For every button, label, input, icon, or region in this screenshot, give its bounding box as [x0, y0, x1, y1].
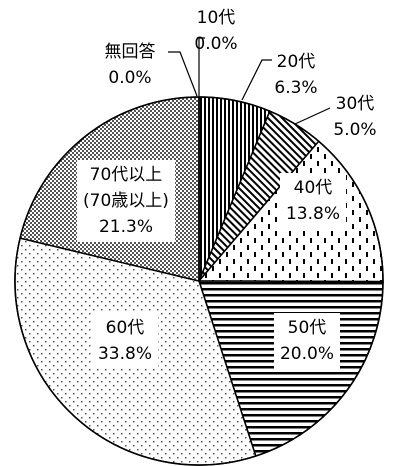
- leader-line: [294, 107, 331, 125]
- slice-label: 無回答 0.0%: [105, 39, 156, 91]
- category-label: 40代: [293, 178, 333, 198]
- leader-line: [168, 51, 198, 97]
- category-label: 50代: [287, 318, 327, 338]
- value-label: 21.3%: [98, 217, 153, 237]
- value-label: 33.8%: [97, 344, 153, 364]
- category-label: 30代: [335, 94, 375, 114]
- value-label: 0.0%: [108, 68, 152, 88]
- leader-line: [241, 59, 272, 101]
- value-label: 20.0%: [279, 344, 335, 364]
- category-label: 10代: [196, 8, 236, 28]
- value-label: 6.3%: [274, 78, 318, 98]
- slice-label: 50代 20.0%: [273, 313, 341, 369]
- slice-label: 20代 6.3%: [274, 49, 317, 101]
- leader-line: [198, 37, 205, 96]
- value-label: 5.0%: [333, 120, 377, 140]
- category-label: 無回答: [104, 42, 156, 62]
- slice-label: 60代 33.8%: [91, 313, 159, 369]
- slice-label: 40代 13.8%: [279, 173, 347, 229]
- category-label: 60代: [105, 318, 145, 338]
- category-label: 20代: [276, 52, 316, 72]
- pie-outline: [14, 96, 384, 466]
- slice-label: 10代 0.0%: [194, 5, 237, 57]
- slice-label: 70代以上 (70歳以上) 21.3%: [77, 160, 175, 242]
- value-label: 13.8%: [285, 204, 341, 224]
- value-label: 0.0%: [194, 34, 238, 54]
- slice-label: 30代 5.0%: [333, 91, 376, 143]
- leader-lines: [168, 37, 331, 125]
- category-label: 70代以上 (70歳以上): [83, 165, 169, 211]
